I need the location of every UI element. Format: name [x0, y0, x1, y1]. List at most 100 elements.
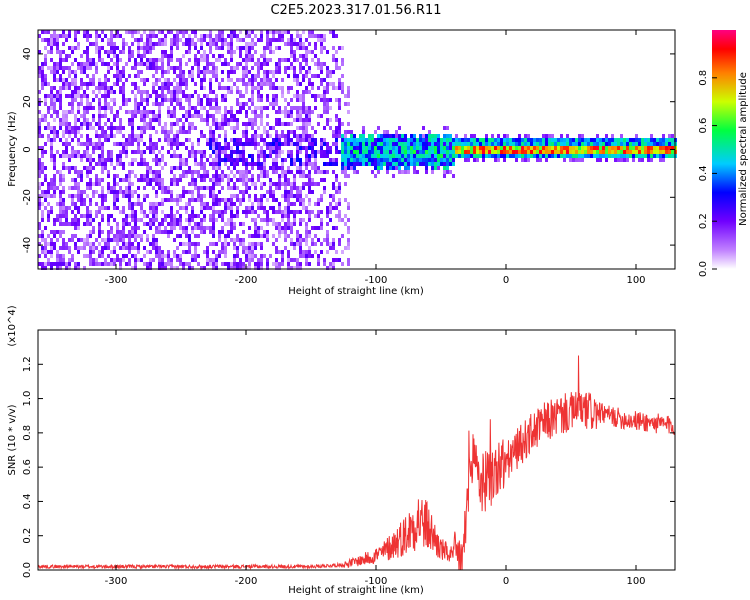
- spectrogram-cell: [665, 154, 668, 158]
- spectrogram-cell: [650, 158, 653, 162]
- spectrogram-cell: [212, 38, 215, 42]
- spectrogram-cell: [305, 138, 308, 142]
- spectrogram-cell: [263, 74, 266, 78]
- spectrogram-cell: [47, 214, 50, 218]
- spectrogram-cell: [248, 142, 251, 146]
- spectrogram-cell: [212, 90, 215, 94]
- spectrogram-cell: [155, 62, 158, 66]
- spectrogram-cell: [44, 46, 47, 50]
- spectrogram-cell: [50, 50, 53, 54]
- spectrogram-cell: [113, 50, 116, 54]
- spectrogram-cell: [239, 78, 242, 82]
- spectrogram-cell: [587, 142, 590, 146]
- spectrogram-cell: [89, 162, 92, 166]
- spectrogram-cell: [635, 142, 638, 146]
- spectrogram-cell: [245, 66, 248, 70]
- spectrogram-cell: [611, 150, 614, 154]
- spectrogram-cell: [101, 238, 104, 242]
- spectrogram-cell: [113, 34, 116, 38]
- spectrogram-cell: [86, 138, 89, 142]
- spectrogram-cell: [578, 150, 581, 154]
- spectrogram-cell: [596, 134, 599, 138]
- spectrogram-cell: [47, 82, 50, 86]
- spectrogram-cell: [95, 238, 98, 242]
- spectrogram-cell: [152, 146, 155, 150]
- spectrogram-cell: [56, 266, 59, 270]
- spectrogram-cell: [281, 134, 284, 138]
- spectrogram-cell: [167, 234, 170, 238]
- spectrogram-cell: [317, 166, 320, 170]
- spectrogram-cell: [101, 62, 104, 66]
- spectrogram-cell: [152, 90, 155, 94]
- spectrogram-cell: [125, 146, 128, 150]
- spectrogram-cell: [203, 106, 206, 110]
- spectrogram-cell: [311, 190, 314, 194]
- spectrogram-cell: [95, 258, 98, 262]
- spectrogram-cell: [233, 30, 236, 34]
- spectrogram-cell: [164, 54, 167, 58]
- spectrogram-cell: [320, 142, 323, 146]
- spectrogram-cell: [92, 74, 95, 78]
- spectrogram-cell: [230, 238, 233, 242]
- spectrogram-cell: [137, 42, 140, 46]
- spectrogram-cell: [143, 210, 146, 214]
- spectrogram-cell: [107, 102, 110, 106]
- spectrogram-cell: [146, 90, 149, 94]
- spectrogram-cell: [194, 46, 197, 50]
- spectrogram-cell: [146, 114, 149, 118]
- spectrogram-cell: [617, 150, 620, 154]
- spectrogram-cell: [521, 154, 524, 158]
- spectrogram-cell: [83, 118, 86, 122]
- spectrogram-cell: [236, 150, 239, 154]
- spectrogram-cell: [119, 186, 122, 190]
- spectrogram-cell: [209, 154, 212, 158]
- spectrogram-cell: [116, 234, 119, 238]
- spectrogram-cell: [56, 202, 59, 206]
- spectrogram-cell: [404, 170, 407, 174]
- spectrogram-cell: [65, 66, 68, 70]
- spectrogram-cell: [173, 222, 176, 226]
- spectrogram-cell: [425, 134, 428, 138]
- spectrogram-cell: [410, 150, 413, 154]
- spectrogram-cell: [113, 82, 116, 86]
- spectrogram-cell: [176, 210, 179, 214]
- spectrogram-cell: [179, 130, 182, 134]
- spectrogram-cell: [206, 98, 209, 102]
- spectrogram-cell: [182, 230, 185, 234]
- spectrogram-cell: [566, 134, 569, 138]
- spectrogram-cell: [176, 58, 179, 62]
- spectrogram-cell: [332, 226, 335, 230]
- spectrogram-cell: [191, 226, 194, 230]
- spectrogram-cell: [182, 90, 185, 94]
- spectrogram-cell: [122, 246, 125, 250]
- spectrogram-cell: [338, 46, 341, 50]
- spectrogram-cell: [308, 198, 311, 202]
- spectrogram-cell: [74, 82, 77, 86]
- spectrogram-cell: [302, 78, 305, 82]
- snr-y-tick-label: 1.0: [22, 391, 33, 407]
- spectrogram-cell: [185, 230, 188, 234]
- spectrogram-cell: [200, 38, 203, 42]
- spectrogram-cell: [125, 262, 128, 266]
- spectrogram-cell: [98, 210, 101, 214]
- spectrogram-cell: [332, 186, 335, 190]
- spectrogram-cell: [554, 150, 557, 154]
- spectrogram-cell: [257, 58, 260, 62]
- spectrogram-cell: [101, 246, 104, 250]
- spectrogram-cell: [290, 210, 293, 214]
- spectrogram-cell: [491, 138, 494, 142]
- spectrogram-cell: [287, 122, 290, 126]
- spectrogram-cell: [272, 158, 275, 162]
- spectrogram-cell: [401, 162, 404, 166]
- spectrogram-cell: [275, 46, 278, 50]
- spectrogram-cell: [110, 50, 113, 54]
- spectrogram-cell: [437, 138, 440, 142]
- spectrogram-cell: [86, 186, 89, 190]
- spectrogram-cell: [275, 238, 278, 242]
- spectrogram-cell: [281, 262, 284, 266]
- spectrogram-cell: [308, 66, 311, 70]
- spectrogram-cell: [188, 50, 191, 54]
- spectrogram-cell: [44, 74, 47, 78]
- spectrogram-cell: [74, 30, 77, 34]
- spectrogram-cell: [311, 146, 314, 150]
